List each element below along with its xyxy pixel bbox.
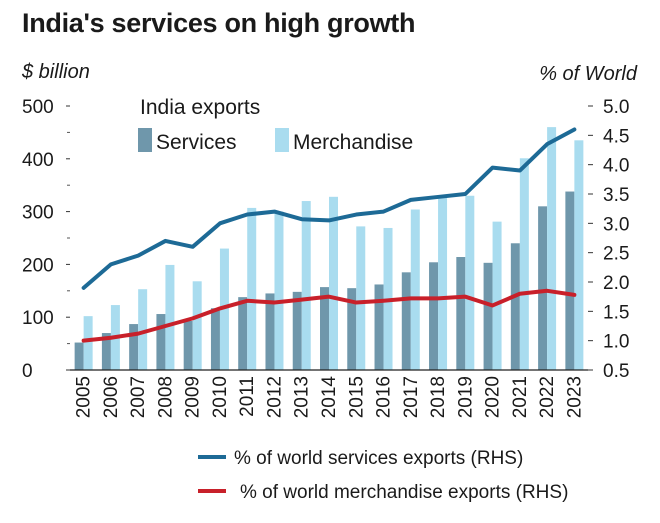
chart-title: India's services on high growth [22,8,416,38]
bars [74,127,584,371]
bar-services-2017 [401,272,411,370]
right-tick-label: 2.0 [603,273,629,294]
x-tick-label: 2018 [428,376,449,418]
bar-merchandise-2011 [247,207,257,370]
bar-services-2019 [456,257,466,370]
bar-merchandise-2008 [165,264,175,370]
bar-services-2007 [129,324,139,370]
x-axis: 2005 2006 2007 2008 2009 2010 2011 2012 2013 2014… [70,369,588,419]
bar-services-2020 [483,262,493,370]
legend-label-merchandise: Merchandise [293,131,413,154]
right-tick-label: 4.0 [603,156,629,177]
x-tick-label: 2016 [374,376,395,418]
right-tick-label: 2.5 [603,244,629,265]
right-axis: 0.5 1.0 1.5 2.0 2.5 3.0 3.5 4.0 4.5 5.0 [588,97,629,382]
bar-services-2023 [565,191,575,370]
bar-merchandise-2017 [410,209,420,370]
bar-merchandise-2007 [138,289,148,370]
left-tick-label: 100 [22,308,54,329]
x-tick-label: 2019 [455,376,476,418]
left-axis: 0 100 200 300 400 500 [22,97,70,382]
left-tick-label: 200 [22,255,54,276]
right-tick-label: 0.5 [603,361,629,382]
right-tick-label: 5.0 [603,97,629,118]
x-tick-label: 2011 [237,376,258,417]
right-tick-label: 3.0 [603,214,629,235]
bar-merchandise-2019 [465,195,475,370]
x-tick-label: 2010 [210,376,231,418]
bar-services-2018 [429,262,439,370]
x-tick-label: 2020 [483,376,504,418]
left-tick-label: 0 [22,361,33,382]
x-tick-label: 2013 [292,376,313,418]
left-tick-label: 400 [22,150,54,171]
bar-services-2006 [101,333,111,370]
x-tick-label: 2014 [319,376,340,419]
x-tick-label: 2006 [101,376,122,418]
bar-merchandise-2014 [329,196,338,370]
legend-title: India exports [140,96,260,119]
right-axis-unit: % of World [539,63,638,85]
x-tick-label: 2023 [564,376,585,418]
bar-services-2011 [238,297,248,370]
x-tick-label: 2021 [510,376,531,418]
line-merchandise-share [81,288,577,343]
bar-merchandise-2010 [219,248,229,370]
bar-merchandise-2013 [301,201,311,370]
x-tick-label: 2008 [155,376,176,418]
bar-merchandise-2018 [438,195,448,370]
right-tick-label: 1.0 [603,332,629,353]
x-tick-label: 2007 [128,376,149,418]
bar-merchandise-2012 [274,211,284,370]
legend-label-services-share: % of world services exports (RHS) [234,448,523,469]
bar-services-2013 [292,291,302,370]
legend-label-services: Services [156,131,237,154]
x-tick-label: 2022 [537,376,558,418]
bar-services-2005 [74,342,84,370]
bar-merchandise-2020 [492,221,502,370]
x-tick-label: 2005 [74,376,95,418]
bar-merchandise-2005 [83,316,93,370]
bar-merchandise-2022 [547,127,557,371]
bar-services-2008 [156,314,166,370]
x-tick-label: 2015 [346,376,367,418]
bar-merchandise-2021 [519,158,529,370]
bar-services-2012 [265,293,275,370]
left-tick-label: 500 [22,97,54,118]
x-tick-label: 2012 [264,376,285,418]
x-tick-label: 2009 [183,376,204,418]
left-tick-label: 300 [22,203,54,224]
right-tick-label: 3.5 [603,185,629,206]
lines [81,127,577,343]
left-axis-unit: $ billion [21,61,90,83]
x-tick-label: 2017 [401,376,422,418]
right-tick-label: 1.5 [603,302,629,323]
bar-merchandise-2009 [192,281,202,370]
bar-services-2022 [538,206,548,370]
bar-merchandise-2015 [356,226,366,370]
bar-services-2009 [183,320,193,370]
bar-merchandise-2023 [574,140,584,370]
legend-swatch-services [138,128,152,152]
bar-services-2016 [374,284,384,370]
legend-label-merchandise-share: % of world merchandise exports (RHS) [240,482,568,503]
bar-services-2015 [347,288,357,370]
bar-services-2010 [210,308,220,370]
bar-services-2014 [320,287,329,370]
legend-swatch-merchandise [275,128,289,152]
line-services-share [81,127,577,290]
bar-services-2021 [510,243,520,370]
right-tick-label: 4.5 [603,126,629,147]
